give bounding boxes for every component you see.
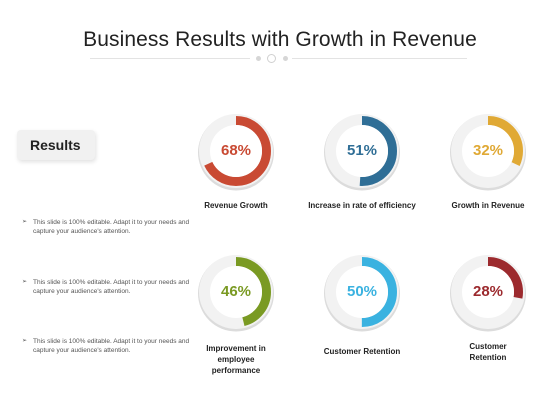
metric-label: Revenue Growth	[204, 201, 268, 210]
metric-label: Improvement in employee performance	[206, 344, 266, 375]
bullet-item: ➢ This slide is 100% editable. Adapt it …	[22, 218, 192, 236]
progress-ring-graphic	[450, 255, 526, 332]
arrow-bullet-icon: ➢	[22, 279, 28, 285]
results-tab: Results	[17, 130, 95, 160]
metric-label: Customer Retention	[323, 347, 401, 356]
arrow-bullet-icon: ➢	[22, 338, 28, 344]
bullet-text: This slide is 100% editable. Adapt it to…	[33, 279, 190, 295]
ornament-dot	[283, 56, 288, 61]
title-divider-right	[292, 58, 467, 59]
progress-arc	[201, 257, 271, 327]
progress-percent: 46%	[220, 283, 252, 300]
ring-inner	[210, 266, 262, 318]
ornament-ring	[267, 54, 276, 63]
results-label: Results	[30, 137, 81, 153]
progress-arc	[327, 257, 397, 327]
progress-arc	[453, 257, 523, 327]
progress-ring: 32%	[446, 109, 530, 193]
progress-arc	[201, 116, 271, 186]
progress-ring: 50%	[320, 250, 404, 334]
progress-percent: 50%	[346, 283, 378, 300]
progress-ring: 68%	[194, 109, 278, 193]
progress-percent: 51%	[346, 142, 378, 159]
title-ornament	[252, 54, 292, 64]
ring-inner	[336, 266, 388, 318]
progress-ring-graphic	[198, 114, 274, 191]
progress-arc	[453, 116, 523, 186]
page-title: Business Results with Growth in Revenue	[83, 28, 477, 51]
bullet-item: ➢ This slide is 100% editable. Adapt it …	[22, 337, 192, 355]
bullet-item: ➢ This slide is 100% editable. Adapt it …	[22, 278, 192, 296]
progress-ring-graphic	[198, 255, 274, 332]
progress-ring-graphic	[324, 114, 400, 191]
progress-percent: 68%	[220, 142, 252, 159]
metric-label: Growth in Revenue	[451, 201, 525, 210]
bullet-text: This slide is 100% editable. Adapt it to…	[33, 219, 190, 235]
progress-ring-graphic	[324, 255, 400, 332]
ring-inner	[336, 125, 388, 177]
progress-ring-graphic	[450, 114, 526, 191]
progress-ring: 46%	[194, 250, 278, 334]
ornament-dot	[256, 56, 261, 61]
progress-arc	[327, 116, 397, 186]
ring-inner	[462, 125, 514, 177]
ring-inner	[462, 266, 514, 318]
metric-label: Customer Retention	[469, 342, 507, 362]
progress-percent: 28%	[472, 283, 504, 300]
bullet-text: This slide is 100% editable. Adapt it to…	[33, 338, 190, 354]
arrow-bullet-icon: ➢	[22, 219, 28, 225]
ring-inner	[210, 125, 262, 177]
title-divider-left	[90, 58, 250, 59]
progress-ring: 51%	[320, 109, 404, 193]
progress-percent: 32%	[472, 142, 504, 159]
progress-ring: 28%	[446, 250, 530, 334]
metric-label: Increase in rate of efficiency	[308, 201, 416, 210]
